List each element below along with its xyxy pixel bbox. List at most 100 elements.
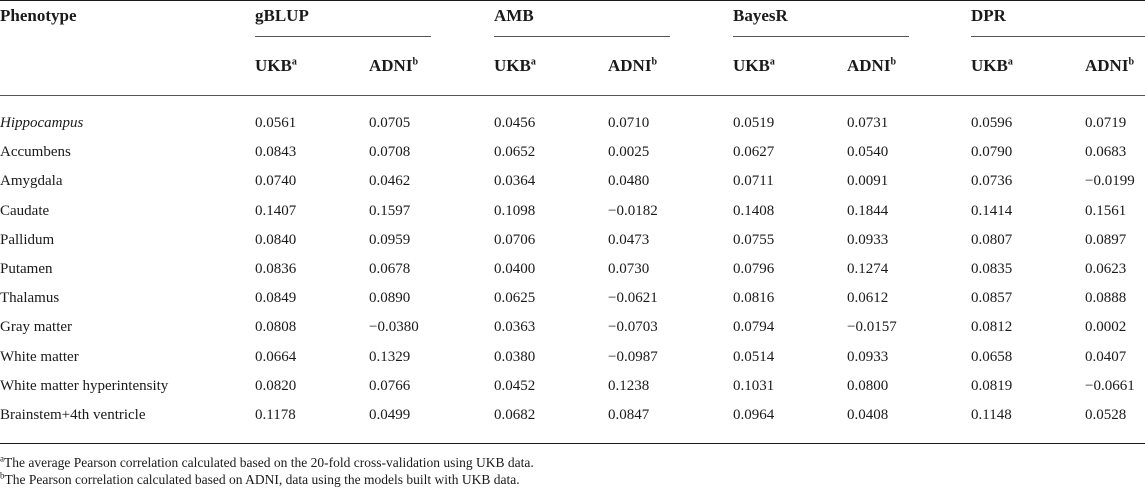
footnote-mark: b [890,56,897,68]
table-cell: 0.0625 [494,290,536,307]
table-cell: 0.1408 [733,202,775,219]
table-cell: 0.0623 [1085,261,1127,277]
footnote-b: bThe Pearson correlation calculated base… [0,470,520,488]
table-cell: 0.1329 [369,348,411,365]
footnote-b-text: The Pearson correlation calculated based… [4,472,520,487]
table-cell: 0.0731 [847,115,889,131]
method-header-dpr: DPR [971,6,1006,25]
table-cell: 0.0652 [494,144,536,161]
table-cell: 0.0800 [847,377,889,394]
table-cell: 0.0794 [733,319,775,336]
table-cell: 0.0561 [255,115,297,131]
row-label: Brainstem+4th ventricle [0,407,146,423]
table-cell: 0.0456 [494,115,536,131]
table-cell: 0.0708 [369,144,411,161]
table-cell: 0.0705 [369,115,411,131]
table-cell: 0.0519 [733,115,775,131]
method-group-rule [255,36,431,37]
table-cell: 0.0499 [369,407,411,423]
footnote-mark: a [291,56,297,68]
table-cell: 0.1098 [494,202,536,219]
table-cell: 0.0836 [255,261,297,277]
subheader-ukb: UKBa [255,56,297,76]
table-cell: 0.0730 [608,261,650,277]
table-cell: 0.0514 [733,348,775,365]
footnote-mark: b [412,56,419,68]
table-cell: 0.0452 [494,377,536,394]
footnote-mark: a [1007,56,1013,68]
subheader-label: ADNI [1085,56,1129,75]
table-cell: 0.0849 [255,290,297,307]
table-cell: 0.0835 [971,261,1013,277]
subheader-ukb: UKBa [733,56,775,76]
table-cell: 0.0719 [1085,115,1127,131]
subheader-label: ADNI [847,56,891,75]
table-cell: −0.0199 [1085,173,1135,190]
table-cell: 0.0890 [369,290,411,307]
top-rule [0,0,1145,1]
table-cell: 0.1274 [847,261,889,277]
footnote-a-mark: a [0,453,4,464]
phenotype-header: Phenotype [0,6,77,25]
table-cell: 0.0807 [971,231,1013,248]
table-cell: 0.0888 [1085,290,1127,307]
subheader-adni: ADNIb [847,56,896,76]
table-cell: 0.0682 [494,407,536,423]
subheader-ukb: UKBa [494,56,536,76]
row-label: White matter [0,348,79,365]
subheader-label: UKB [255,56,292,75]
subheader-adni: ADNIb [369,56,418,76]
row-label: Caudate [0,202,50,219]
subheader-ukb: UKBa [971,56,1013,76]
table-cell: 0.0480 [608,173,650,190]
subheader-label: ADNI [369,56,413,75]
table-cell: 0.0843 [255,144,297,161]
table-cell: 0.1148 [971,407,1012,423]
table-cell: 0.1238 [608,377,650,394]
table-cell: 0.0540 [847,144,889,161]
table-cell: −0.0987 [608,348,658,365]
table-cell: 0.0840 [255,231,297,248]
table-bottom-rule [0,443,1145,444]
table-cell: 0.0808 [255,319,297,336]
table-cell: 0.0596 [971,115,1013,131]
table-cell: 0.0528 [1085,407,1127,423]
footnote-b-mark: b [0,470,5,481]
subheader-label: UKB [971,56,1008,75]
table-cell: 0.1597 [369,202,411,219]
row-label: Putamen [0,261,53,277]
subheader-adni: ADNIb [608,56,657,76]
table-cell: 0.1407 [255,202,297,219]
table-cell: 0.0091 [847,173,889,190]
table-cell: 0.0857 [971,290,1013,307]
footnote-mark: b [651,56,658,68]
table-cell: 0.1031 [733,377,775,394]
table-cell: 0.0796 [733,261,775,277]
table-cell: 0.0407 [1085,348,1127,365]
table-cell: 0.0740 [255,173,297,190]
row-label: Accumbens [0,144,71,161]
row-label: White matter hyperintensity [0,377,169,394]
table-cell: 0.0711 [733,173,774,190]
table-cell: 0.0612 [847,290,889,307]
method-header-gblup: gBLUP [255,6,309,25]
row-label: Hippocampus [0,115,84,131]
subheader-label: ADNI [608,56,652,75]
header-bottom-rule [0,95,1145,96]
table-cell: 0.0897 [1085,231,1127,248]
table-cell: 0.1561 [1085,202,1127,219]
table-cell: 0.0664 [255,348,297,365]
footnote-a: aThe average Pearson correlation calcula… [0,453,534,471]
subheader-adni: ADNIb [1085,56,1134,76]
table-cell: 0.0658 [971,348,1013,365]
table-cell: 0.0933 [847,348,889,365]
footnote-mark: a [769,56,775,68]
table-cell: 0.0819 [971,377,1013,394]
subheader-label: UKB [733,56,770,75]
footnote-mark: b [1128,56,1135,68]
table-cell: 0.0462 [369,173,411,190]
table-cell: 0.0755 [733,231,775,248]
method-header-amb: AMB [494,6,534,25]
table-cell: 0.0473 [608,231,650,248]
table-cell: 0.0933 [847,231,889,248]
